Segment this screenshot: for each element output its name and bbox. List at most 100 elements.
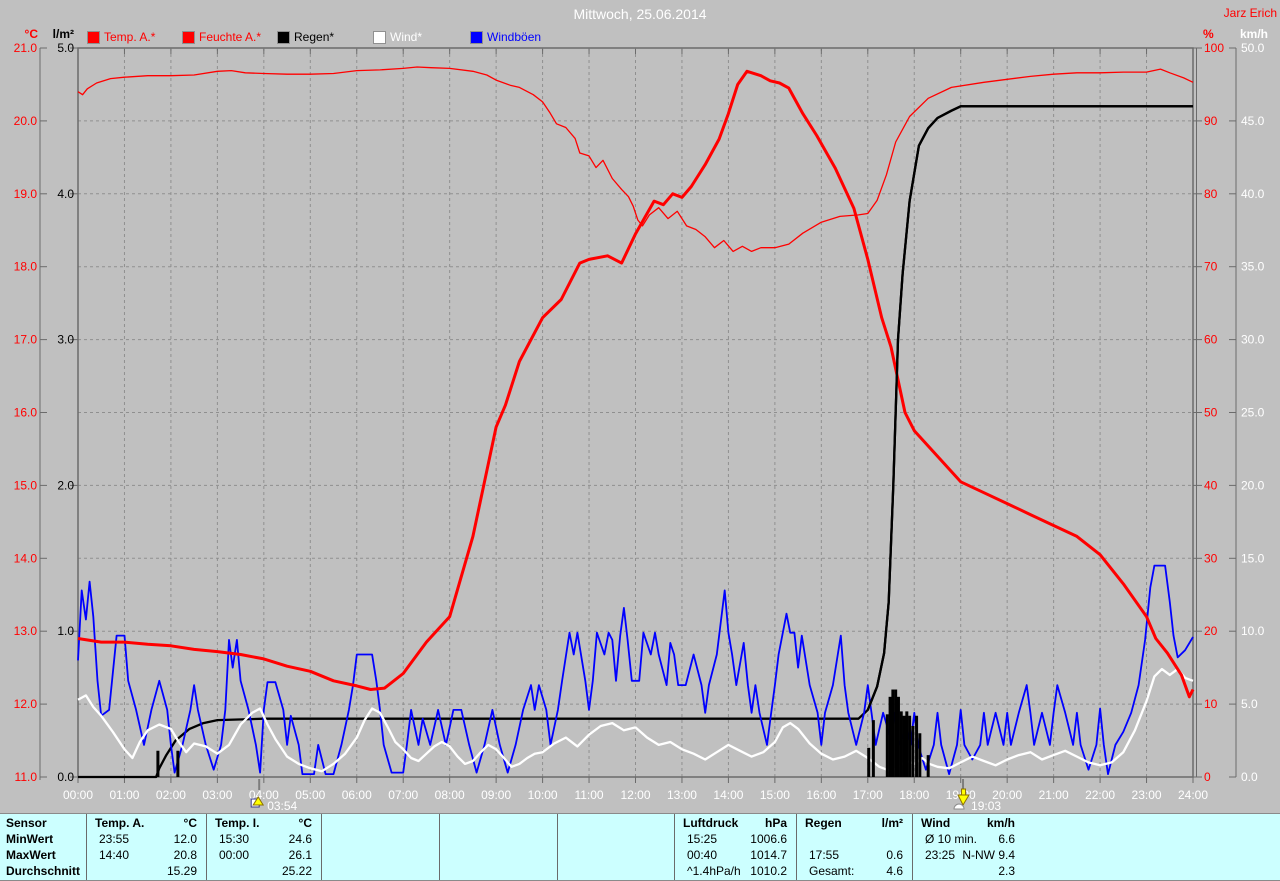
stats-cell: 17:55 xyxy=(809,848,840,862)
rain-axis-label: 3.0 xyxy=(57,333,74,347)
legend-label: Temp. A.* xyxy=(104,30,156,44)
stats-cell: 14:40 xyxy=(99,848,130,862)
legend-swatch-icon xyxy=(277,30,290,44)
humidity-axis-label: 40 xyxy=(1204,478,1218,492)
temp-axis-label: 20.0 xyxy=(14,114,38,128)
legend-item-0: Temp. A.* xyxy=(87,29,156,45)
stats-column-divider xyxy=(321,814,322,880)
stats-cell: 0.6 xyxy=(886,848,903,862)
time-axis-label: 06:00 xyxy=(342,788,372,802)
temp-axis-label: 14.0 xyxy=(14,551,38,565)
stats-cell: 15:25 xyxy=(687,832,718,846)
time-axis-label: 00:00 xyxy=(63,788,93,802)
humidity-axis-label: 60 xyxy=(1204,333,1218,347)
temp-axis-label: 19.0 xyxy=(14,187,38,201)
time-axis-label: 23:00 xyxy=(1132,788,1162,802)
time-axis-label: 13:00 xyxy=(667,788,697,802)
stats-column-divider xyxy=(206,814,207,880)
stats-group-header: Regen xyxy=(805,816,842,830)
temp-axis-label: 15.0 xyxy=(14,478,38,492)
stats-group-header: l/m² xyxy=(881,816,903,830)
chart-legend: Temp. A.* Feuchte A.* Regen* Wind* Windböen xyxy=(0,29,1280,45)
wind-axis-label: 35.0 xyxy=(1241,260,1265,274)
humidity-axis-label: 50 xyxy=(1204,406,1218,420)
rain-bars xyxy=(156,689,930,777)
user-name: Jarz Erich xyxy=(1223,6,1277,20)
time-axis-label: 12:00 xyxy=(620,788,650,802)
humidity-axis-label: 70 xyxy=(1204,260,1218,274)
time-axis-label: 17:00 xyxy=(853,788,883,802)
wind-axis-label: 30.0 xyxy=(1241,333,1265,347)
stats-cell: 26.1 xyxy=(288,848,312,862)
time-axis-label: 07:00 xyxy=(388,788,418,802)
time-axis-label: 22:00 xyxy=(1085,788,1115,802)
rain-sum-line-top xyxy=(866,105,1193,711)
wind-axis-label: 5.0 xyxy=(1241,697,1258,711)
rain-axis-label: 5.0 xyxy=(57,41,74,55)
stats-cell: 15.29 xyxy=(166,864,197,878)
stats-cell: 20.8 xyxy=(173,848,197,862)
stats-cell: 25.22 xyxy=(281,864,312,878)
legend-swatch-icon xyxy=(470,30,483,44)
time-axis-label: 01:00 xyxy=(109,788,139,802)
humidity-axis-label: 90 xyxy=(1204,114,1218,128)
humidity-axis-label: 30 xyxy=(1204,551,1218,565)
stats-cell: 00:40 xyxy=(687,848,718,862)
wind-axis-label: 20.0 xyxy=(1241,478,1265,492)
stats-row-label: Sensor xyxy=(6,816,47,830)
time-axis-label: 14:00 xyxy=(713,788,743,802)
legend-item-3: Wind* xyxy=(373,29,423,45)
stats-row-label: MaxWert xyxy=(6,848,56,862)
stats-cell: 1010.2 xyxy=(750,864,787,878)
stats-cell: ^1.4hPa/h xyxy=(687,864,741,878)
humidity-axis-unit: % xyxy=(1203,27,1214,41)
time-axis-label: 10:00 xyxy=(528,788,558,802)
temp-axis-unit: °C xyxy=(24,27,38,41)
stats-group-header: Temp. A. xyxy=(95,816,145,830)
wind-axis-label: 50.0 xyxy=(1241,41,1265,55)
rain-axis-label: 0.0 xyxy=(57,770,74,784)
sunrise-icon xyxy=(250,796,265,808)
time-axis-label: 08:00 xyxy=(435,788,465,802)
stats-column-divider xyxy=(796,814,797,880)
stats-group-header: °C xyxy=(298,816,312,830)
legend-swatch-icon xyxy=(373,30,386,44)
time-axis-label: 03:00 xyxy=(202,788,232,802)
legend-label: Wind* xyxy=(390,30,423,44)
sun-marker-label: 19:03 xyxy=(971,799,1001,813)
rain-axis-unit: l/m² xyxy=(52,27,74,41)
wind-axis-label: 25.0 xyxy=(1241,406,1265,420)
stats-group-header: hPa xyxy=(764,816,787,830)
grid xyxy=(78,48,1193,777)
stats-cell: Ø 10 min. xyxy=(925,832,978,846)
temp-axis-label: 16.0 xyxy=(14,406,38,420)
legend-item-1: Feuchte A.* xyxy=(182,29,261,45)
time-axis-label: 02:00 xyxy=(156,788,186,802)
wind-axis-unit: km/h xyxy=(1240,27,1269,41)
legend-label: Regen* xyxy=(294,30,335,44)
humidity-axis-label: 100 xyxy=(1204,41,1224,55)
stats-cell: 23:55 xyxy=(99,832,130,846)
time-axis-label: 11:00 xyxy=(574,788,603,802)
stats-row-label: MinWert xyxy=(6,832,54,846)
stats-cell: 12.0 xyxy=(173,832,197,846)
temp-axis-label: 11.0 xyxy=(15,770,38,784)
time-axis-label: 20:00 xyxy=(992,788,1022,802)
stats-group-header: °C xyxy=(183,816,197,830)
stats-cell: 23:25 xyxy=(925,848,956,862)
time-axis-label: 18:00 xyxy=(899,788,929,802)
legend-item-2: Regen* xyxy=(277,29,335,45)
humidity-axis-label: 80 xyxy=(1204,187,1218,201)
wind-axis-label: 45.0 xyxy=(1241,114,1265,128)
stats-cell: 00:00 xyxy=(219,848,250,862)
temp-axis-label: 17.0 xyxy=(14,333,38,347)
page-title: Mittwoch, 25.06.2014 xyxy=(573,6,707,22)
sun-markers: 03:54 19:03 xyxy=(250,779,1001,813)
legend-item-4: Windböen xyxy=(470,29,541,45)
temperature-line xyxy=(77,69,1195,699)
axes: 21.0 20.0 19.0 18.0 17.0 16.0 15.0 14.0 13.0 12.0… xyxy=(14,41,1265,802)
wind-axis-label: 40.0 xyxy=(1241,187,1265,201)
stats-cell: 24.6 xyxy=(288,832,312,846)
stats-table: Sensor MinWert MaxWert Durchschnitt Temp. A.… xyxy=(0,813,1280,881)
